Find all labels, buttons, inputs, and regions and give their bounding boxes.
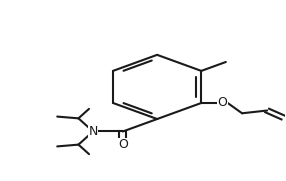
- Text: O: O: [118, 138, 128, 151]
- Text: N: N: [88, 125, 98, 138]
- Text: O: O: [218, 96, 227, 110]
